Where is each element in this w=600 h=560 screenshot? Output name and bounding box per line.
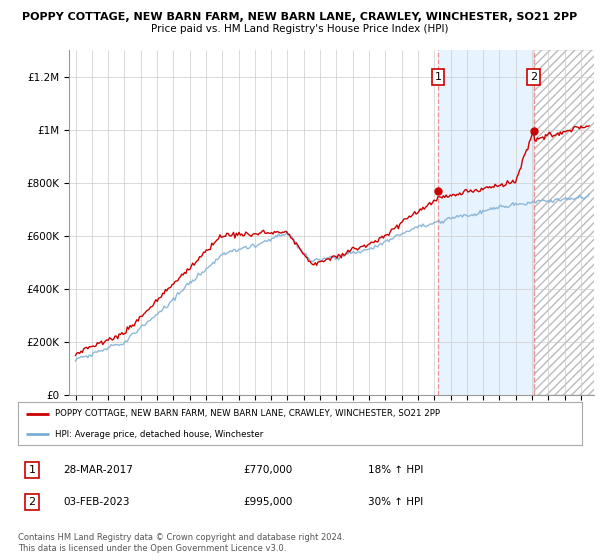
Text: POPPY COTTAGE, NEW BARN FARM, NEW BARN LANE, CRAWLEY, WINCHESTER, SO21 2PP: POPPY COTTAGE, NEW BARN FARM, NEW BARN L… [55, 409, 440, 418]
Text: 2: 2 [530, 72, 537, 82]
Text: 1: 1 [29, 465, 35, 475]
Bar [533, 50, 600, 395]
Text: Contains HM Land Registry data © Crown copyright and database right 2024.
This d: Contains HM Land Registry data © Crown c… [18, 533, 344, 553]
Text: 18% ↑ HPI: 18% ↑ HPI [368, 465, 423, 475]
Text: 1: 1 [434, 72, 442, 82]
Text: 28-MAR-2017: 28-MAR-2017 [63, 465, 133, 475]
Text: £770,000: £770,000 [244, 465, 293, 475]
Text: POPPY COTTAGE, NEW BARN FARM, NEW BARN LANE, CRAWLEY, WINCHESTER, SO21 2PP: POPPY COTTAGE, NEW BARN FARM, NEW BARN L… [22, 12, 578, 22]
Bar [438, 50, 533, 395]
Text: 30% ↑ HPI: 30% ↑ HPI [368, 497, 423, 507]
Text: HPI: Average price, detached house, Winchester: HPI: Average price, detached house, Winc… [55, 430, 263, 439]
Text: 2: 2 [29, 497, 35, 507]
Text: 03-FEB-2023: 03-FEB-2023 [63, 497, 130, 507]
Text: £995,000: £995,000 [244, 497, 293, 507]
Text: Price paid vs. HM Land Registry's House Price Index (HPI): Price paid vs. HM Land Registry's House … [151, 24, 449, 34]
